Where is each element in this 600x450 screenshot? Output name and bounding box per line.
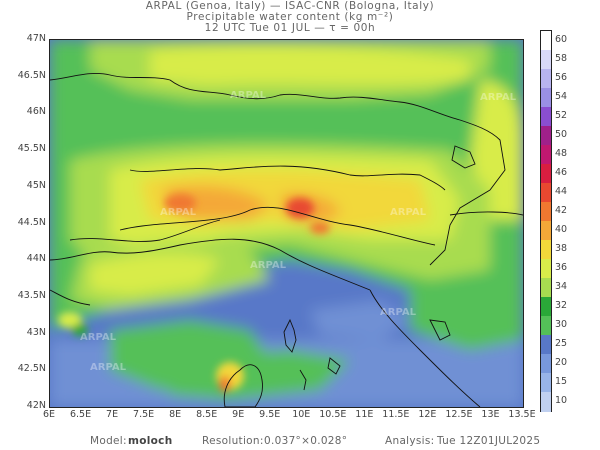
lon-tick-label: 9E [232,409,245,420]
lat-tick-label: 46.5N [17,69,46,81]
colorbar-label: 44 [555,185,568,197]
lat-tick-label: 42.5N [17,363,46,375]
lon-tick-label: 8.5E [196,409,218,420]
colorbar-segment [541,278,551,298]
watermark-text: ARPAL [380,307,417,318]
colorbar-segment [541,88,551,108]
lon-tick-label: 7E [106,409,119,420]
lon-tick-label: 10E [292,409,311,420]
lat-tick-label: 44.5N [17,216,46,228]
colorbar-label: 54 [555,90,568,102]
model-value: moloch [128,435,173,447]
colorbar-segment [541,240,551,260]
colorbar-segment [541,221,551,241]
resolution-value: 0.037°×0.028° [264,435,348,447]
watermark-text: ARPAL [250,260,287,271]
colorbar-label: 40 [555,223,568,235]
colorbar-segment [541,259,551,279]
colorbar-segment [541,202,551,222]
colorbar-label: 58 [555,52,568,64]
watermark-text: ARPAL [80,332,117,343]
colorbar-label: 52 [555,109,568,121]
colorbar-label: 30 [555,318,568,330]
colorbar-label: 60 [555,33,568,45]
colorbar-label: 25 [555,337,568,349]
header-title-line3: 12 UTC Tue 01 JUL — τ = 00h [204,22,376,34]
colorbar-label: 32 [555,299,568,311]
header-title-line2: Precipitable water content (kg m⁻²) [186,11,394,23]
model-label: Model: [90,435,127,447]
lon-tick-label: 8E [169,409,182,420]
lon-tick-label: 10.5E [319,409,347,420]
colorbar-segment [541,316,551,336]
colorbar-label: 15 [555,375,568,387]
colorbar-segment [541,126,551,146]
lat-tick-label: 42N [26,400,46,411]
precipitable-water-field [50,40,523,407]
lon-tick-label: 6E [42,409,56,420]
coastline-and-borders [50,72,523,407]
colorbar-label: 50 [555,128,568,140]
colorbar-segment [541,69,551,89]
analysis-value: Tue 12Z01JUL2025 [437,435,541,447]
lon-tick-label: 7.5E [133,409,155,420]
lat-tick-label: 45N [26,179,46,191]
colorbar-segment [541,354,551,374]
colorbar-segment [541,164,551,184]
watermark-text: ARPAL [90,362,127,373]
colorbar-label: 48 [555,147,568,159]
colorbar-label: 56 [555,71,568,83]
colorbar-segment [541,297,551,317]
watermark-text: ARPAL [160,207,197,218]
watermark-text: ARPAL [480,92,517,103]
lat-tick-label: 44N [26,253,46,265]
lon-tick-label: 9.5E [259,409,281,420]
colorbar-label: 10 [555,394,568,406]
lon-tick-label: 12.5E [445,409,473,420]
colorbar-label: 46 [555,166,568,178]
lat-tick-label: 45.5N [17,143,46,155]
resolution-label: Resolution: [202,435,264,447]
colorbar-segment [541,145,551,165]
analysis-label: Analysis: [385,435,435,447]
colorbar-label: 20 [555,356,568,368]
watermark-text: ARPAL [230,90,267,101]
lon-tick-label: 12E [418,409,437,420]
colorbar-segment [541,183,551,203]
colorbar-segment [541,335,551,355]
lon-tick-label: 11.5E [382,409,410,420]
lat-tick-label: 47N [26,33,46,44]
watermark-text: ARPAL [390,207,427,218]
colorbar-segment [541,107,551,127]
precipitable-water-map: ARPAL ARPAL ARPAL ARPAL ARPAL ARPAL ARPA… [49,39,524,408]
colorbar-segment [541,392,551,412]
colorbar-label: 42 [555,204,568,216]
colorbar-segment [541,50,551,70]
lat-tick-label: 43N [26,326,46,338]
lon-tick-label: 11E [355,409,374,420]
colorbar-segment [541,373,551,393]
header-title-line1: ARPAL (Genoa, Italy) — ISAC-CNR (Bologna… [145,0,435,12]
colorbar [540,30,552,412]
lat-tick-label: 46N [26,106,46,118]
watermarks: ARPAL ARPAL ARPAL ARPAL ARPAL ARPAL ARPA… [80,90,517,373]
colorbar-label: 36 [555,261,568,273]
lat-tick-label: 43.5N [17,289,46,301]
lon-tick-label: 13E [481,409,500,420]
lon-tick-label: 13.5E [508,409,536,420]
colorbar-label: 34 [555,280,568,292]
colorbar-segment [541,31,551,51]
colorbar-label: 38 [555,242,568,254]
lon-tick-label: 6.5E [69,409,92,420]
